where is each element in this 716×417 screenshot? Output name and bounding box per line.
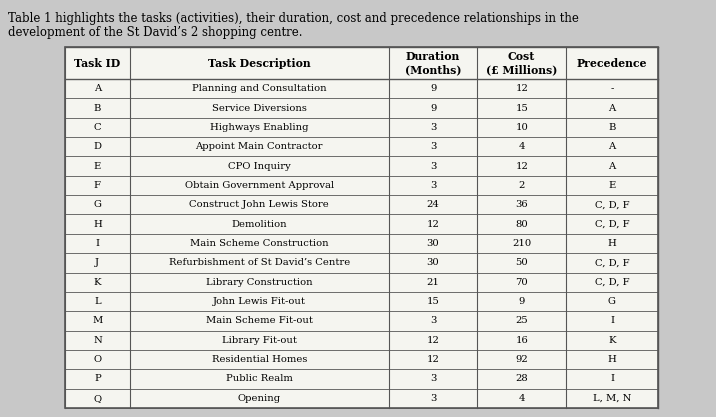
Text: M: M xyxy=(92,317,102,325)
Text: B: B xyxy=(94,103,101,113)
Text: -: - xyxy=(610,84,614,93)
Text: C: C xyxy=(94,123,101,132)
Text: 210: 210 xyxy=(512,239,531,248)
Text: Refurbishment of St David’s Centre: Refurbishment of St David’s Centre xyxy=(169,259,350,267)
Text: Main Scheme Fit-out: Main Scheme Fit-out xyxy=(205,317,313,325)
Text: development of the St David’s 2 shopping centre.: development of the St David’s 2 shopping… xyxy=(8,26,302,39)
Text: Table 1 highlights the tasks (activities), their duration, cost and precedence r: Table 1 highlights the tasks (activities… xyxy=(8,12,579,25)
Text: Obtain Government Approval: Obtain Government Approval xyxy=(185,181,334,190)
Text: I: I xyxy=(95,239,100,248)
Text: L: L xyxy=(94,297,101,306)
Text: Planning and Consultation: Planning and Consultation xyxy=(192,84,326,93)
Text: F: F xyxy=(94,181,101,190)
Text: Cost
(£ Millions): Cost (£ Millions) xyxy=(486,50,557,75)
Text: K: K xyxy=(94,278,101,287)
Text: Service Diversions: Service Diversions xyxy=(212,103,306,113)
Text: H: H xyxy=(608,355,616,364)
Text: 3: 3 xyxy=(430,317,436,325)
Text: 25: 25 xyxy=(516,317,528,325)
Text: Appoint Main Contractor: Appoint Main Contractor xyxy=(195,142,323,151)
Text: CPO Inquiry: CPO Inquiry xyxy=(228,162,291,171)
Text: N: N xyxy=(93,336,102,345)
Text: Library Construction: Library Construction xyxy=(206,278,313,287)
Text: Public Realm: Public Realm xyxy=(226,374,293,384)
Text: 21: 21 xyxy=(427,278,440,287)
Text: 4: 4 xyxy=(518,142,525,151)
Text: 36: 36 xyxy=(516,200,528,209)
Text: 12: 12 xyxy=(427,336,440,345)
Text: 15: 15 xyxy=(427,297,440,306)
Text: I: I xyxy=(610,374,614,384)
Text: L, M, N: L, M, N xyxy=(593,394,632,403)
Text: 16: 16 xyxy=(516,336,528,345)
Text: H: H xyxy=(608,239,616,248)
Text: 3: 3 xyxy=(430,123,436,132)
Text: J: J xyxy=(95,259,100,267)
Text: 12: 12 xyxy=(516,84,528,93)
Text: 30: 30 xyxy=(427,259,440,267)
Text: 9: 9 xyxy=(430,84,436,93)
Text: C, D, F: C, D, F xyxy=(595,278,629,287)
Text: 3: 3 xyxy=(430,394,436,403)
Text: Duration
(Months): Duration (Months) xyxy=(405,50,461,75)
Bar xyxy=(65,47,658,408)
Text: 30: 30 xyxy=(427,239,440,248)
Text: Main Scheme Construction: Main Scheme Construction xyxy=(190,239,329,248)
Text: Opening: Opening xyxy=(238,394,281,403)
Text: Library Fit-out: Library Fit-out xyxy=(222,336,296,345)
Text: C, D, F: C, D, F xyxy=(595,220,629,229)
Text: 4: 4 xyxy=(518,394,525,403)
Text: Precedence: Precedence xyxy=(577,58,647,68)
Text: John Lewis Fit-out: John Lewis Fit-out xyxy=(213,297,306,306)
Text: 3: 3 xyxy=(430,374,436,384)
Text: 80: 80 xyxy=(516,220,528,229)
Text: 9: 9 xyxy=(518,297,525,306)
Text: Task Description: Task Description xyxy=(208,58,311,68)
Text: D: D xyxy=(93,142,102,151)
Text: G: G xyxy=(608,297,616,306)
Text: 24: 24 xyxy=(427,200,440,209)
Text: 10: 10 xyxy=(516,123,528,132)
Text: Highways Enabling: Highways Enabling xyxy=(210,123,309,132)
Text: O: O xyxy=(93,355,102,364)
Text: 3: 3 xyxy=(430,181,436,190)
Text: A: A xyxy=(94,84,101,93)
Text: E: E xyxy=(94,162,101,171)
Text: Construct John Lewis Store: Construct John Lewis Store xyxy=(190,200,329,209)
Text: 92: 92 xyxy=(516,355,528,364)
Text: 9: 9 xyxy=(430,103,436,113)
Text: 28: 28 xyxy=(516,374,528,384)
Text: E: E xyxy=(609,181,616,190)
Text: Q: Q xyxy=(93,394,102,403)
Text: 3: 3 xyxy=(430,162,436,171)
Text: A: A xyxy=(609,103,616,113)
Text: 12: 12 xyxy=(427,355,440,364)
Text: Demolition: Demolition xyxy=(231,220,287,229)
Text: A: A xyxy=(609,142,616,151)
Text: H: H xyxy=(93,220,102,229)
Text: 70: 70 xyxy=(516,278,528,287)
Text: 3: 3 xyxy=(430,142,436,151)
Text: Task ID: Task ID xyxy=(74,58,120,68)
Text: C, D, F: C, D, F xyxy=(595,259,629,267)
Text: 12: 12 xyxy=(516,162,528,171)
Text: 15: 15 xyxy=(516,103,528,113)
Text: 50: 50 xyxy=(516,259,528,267)
Text: A: A xyxy=(609,162,616,171)
Text: 12: 12 xyxy=(427,220,440,229)
Text: C, D, F: C, D, F xyxy=(595,200,629,209)
Text: G: G xyxy=(93,200,102,209)
Text: Residential Homes: Residential Homes xyxy=(211,355,307,364)
Text: I: I xyxy=(610,317,614,325)
Text: 2: 2 xyxy=(518,181,525,190)
Text: P: P xyxy=(94,374,101,384)
Text: K: K xyxy=(608,336,616,345)
Text: B: B xyxy=(609,123,616,132)
